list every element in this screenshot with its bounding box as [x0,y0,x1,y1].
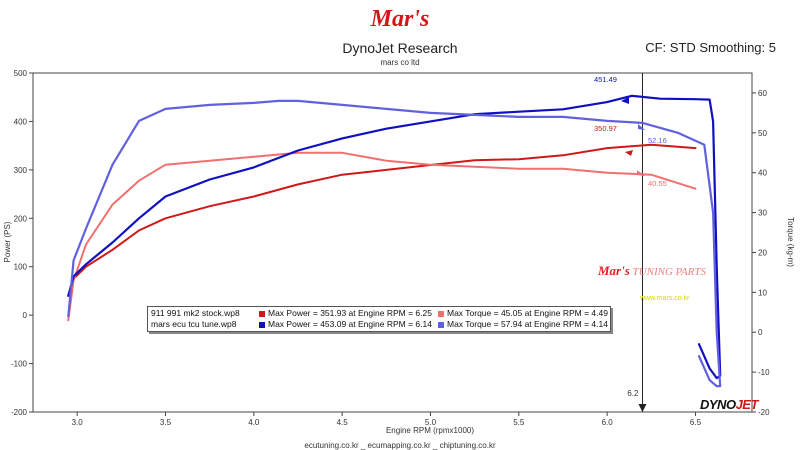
x-tick-label: 5.5 [513,418,525,427]
legend-file-stock: 911 991 mk2 stock.wp8 [151,308,240,318]
tune-power-annotation: 451.49 [594,75,617,84]
y-tick-label: 0 [23,311,28,320]
x-axis-label: Engine RPM (rpmx1000) [386,426,474,435]
y-tick-label: 300 [14,166,28,175]
y2-tick-label: -20 [758,408,770,417]
footer-links: ecutuning.co.kr _ ecumapping.co.kr _ chi… [304,441,496,450]
watermark-text: TUNING PARTS [632,266,706,278]
legend-torque-tune: Max Torque = 57.94 at Engine RPM = 4.14 [447,319,608,329]
y-axis-right: -20 -10 0 10 20 30 40 50 60 [752,89,770,417]
brand-logo: Mar's [370,6,430,32]
x-tick-label: 4.5 [337,418,349,427]
tuning-parts-watermark: Mar's TUNING PARTS [598,263,706,279]
y-axis-left: -200 -100 0 100 200 300 400 500 [11,69,33,417]
y-tick-label: 100 [14,263,28,272]
tune-power-marker-icon [621,97,629,104]
watermark-url: www.mars.co.kr [640,295,690,302]
stock-power-marker-icon [625,150,633,156]
legend-torque-stock: Max Torque = 45.05 at Engine RPM = 4.49 [447,308,608,318]
tune-torque-marker-icon [638,124,645,130]
y2-tick-label: 40 [758,169,767,178]
x-axis: 3.0 3.5 4.0 4.5 5.0 5.5 6.0 6.5 [72,412,702,427]
y-tick-label: 400 [14,117,28,126]
y2-tick-label: 60 [758,89,767,98]
plot-frame [32,72,753,413]
stock-torque-annotation: 40.55 [648,179,667,188]
y2-tick-label: 10 [758,288,767,297]
rpm-cursor-arrow-icon [638,404,647,412]
chart-title: DynoJet Research [342,40,458,56]
x-tick-label: 6.0 [602,418,614,427]
tune-torque-annotation: 52.16 [648,136,667,145]
stock-power-annotation: 350.97 [594,124,617,133]
legend-swatch-stock-torque [438,311,444,317]
y-tick-label: -100 [11,360,28,369]
y2-tick-label: -10 [758,368,770,377]
x-tick-label: 3.5 [160,418,172,427]
series-line-stock-power [67,143,697,297]
y-tick-label: 500 [14,69,28,78]
rpm-cursor-label: 6.2 [627,389,639,398]
y2-tick-label: 50 [758,129,767,138]
y2-axis-label: Torque (kg-m) [786,217,795,267]
dynojet-logo: DYNOJET [700,397,758,412]
y-axis-label: Power (PS) [3,221,12,262]
x-tick-label: 6.5 [690,418,702,427]
legend-file-tune: mars ecu tcu tune.wp8 [151,319,237,329]
x-tick-label: 5.0 [425,418,437,427]
chart-subtitle: mars co ltd [380,58,420,67]
x-tick-label: 4.0 [248,418,260,427]
y2-tick-label: 20 [758,248,767,257]
watermark-logo: Mar's [598,263,630,278]
dynojet-logo-dyno: DYNO [700,397,736,412]
legend-swatch-tune-torque [438,322,444,328]
y-tick-label: 200 [14,214,28,223]
stock-torque-marker-icon [637,170,645,176]
legend-swatch-tune-power [259,322,265,328]
series-line-stock-torque [67,151,697,322]
y2-tick-label: 30 [758,209,767,218]
series-group [67,94,722,388]
series-line-tune-torque [67,99,722,388]
legend-power-tune: Max Power = 453.09 at Engine RPM = 6.14 [268,319,432,329]
y2-tick-label: 0 [758,328,763,337]
correction-factor-label: CF: STD Smoothing: 5 [645,40,776,55]
y-tick-label: -200 [11,408,28,417]
x-tick-label: 3.0 [72,418,84,427]
chart-legend: 911 991 mk2 stock.wp8 Max Power = 351.93… [147,306,611,332]
legend-swatch-stock-power [259,311,265,317]
dynojet-logo-jet: JET [735,397,759,412]
series-line-tune-power [67,94,722,380]
legend-power-stock: Max Power = 351.93 at Engine RPM = 6.25 [268,308,432,318]
